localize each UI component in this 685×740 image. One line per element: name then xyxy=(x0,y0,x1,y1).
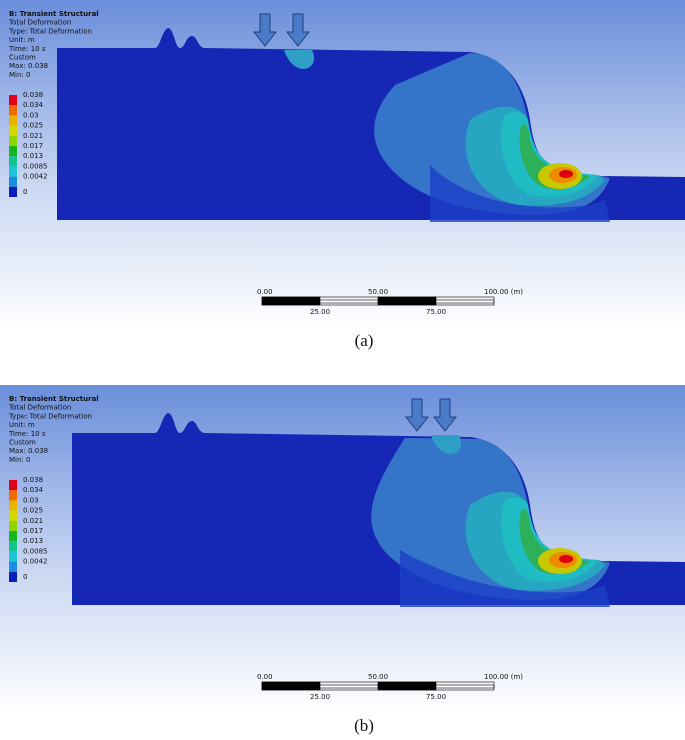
load-arrow xyxy=(404,398,430,432)
scale-label: 0.00 xyxy=(257,288,273,296)
legend-swatch xyxy=(9,166,17,177)
scale-label: 25.00 xyxy=(310,308,330,316)
legend-label: 0.0085 xyxy=(23,547,48,555)
legend-swatch xyxy=(9,561,17,572)
scale-label: 50.00 xyxy=(368,673,388,681)
scale-segment xyxy=(377,681,437,691)
contour-zone xyxy=(559,170,573,178)
legend-swatch xyxy=(9,115,17,126)
scale-segment xyxy=(377,296,437,306)
legend-swatch xyxy=(9,510,17,521)
contour-zone xyxy=(559,555,573,563)
header-line: Min: 0 xyxy=(9,456,30,464)
deformation-zone xyxy=(400,550,610,607)
contour-zone xyxy=(519,124,590,190)
scale-frame xyxy=(261,296,495,306)
legend-label: 0.0042 xyxy=(23,558,48,566)
legend-swatch xyxy=(9,135,17,146)
header-line: Custom xyxy=(9,54,36,62)
caption: (a) xyxy=(355,331,374,350)
header-line: Custom xyxy=(9,439,36,447)
scale-segment xyxy=(319,684,379,689)
scale-segment xyxy=(435,684,495,689)
header-line: Time: 10 s xyxy=(8,430,46,438)
legend-label: 0.034 xyxy=(23,101,44,109)
legend-label: 0.034 xyxy=(23,486,44,494)
header-line: Total Deformation xyxy=(8,404,71,412)
scale-segment xyxy=(319,299,379,304)
legend-swatch xyxy=(9,531,17,542)
legend-swatch xyxy=(9,156,17,167)
legend-swatch xyxy=(9,146,17,157)
legend-label: 0.0085 xyxy=(23,162,48,170)
header-line: Min: 0 xyxy=(9,71,30,79)
scale-segment xyxy=(261,296,321,306)
legend-label: 0.021 xyxy=(23,132,43,140)
legend-swatch xyxy=(9,551,17,562)
scale-frame xyxy=(261,681,495,691)
header-line: B: Transient Structural xyxy=(9,10,99,18)
legend-swatch xyxy=(9,571,17,582)
legend-swatch xyxy=(9,541,17,552)
legend-swatch xyxy=(9,490,17,501)
legend-label: 0.038 xyxy=(23,476,43,484)
scale-segment xyxy=(261,681,321,691)
legend-label: 0.025 xyxy=(23,122,43,130)
scale-label: 100.00 (m) xyxy=(484,673,523,681)
legend-swatch xyxy=(9,500,17,511)
legend-label: 0.025 xyxy=(23,507,43,515)
scale-label: 50.00 xyxy=(368,288,388,296)
legend-label: 0.013 xyxy=(23,537,43,545)
legend-label: 0 xyxy=(23,188,27,196)
header-line: Unit: m xyxy=(9,421,35,429)
legend-swatch xyxy=(9,186,17,197)
header-line: Unit: m xyxy=(9,36,35,44)
scale-label: 0.00 xyxy=(257,673,273,681)
load-zone xyxy=(431,435,462,454)
scale-label: 100.00 (m) xyxy=(484,288,523,296)
legend-label: 0.038 xyxy=(23,91,43,99)
header-line: Time: 10 s xyxy=(8,45,46,53)
legend-label: 0.0042 xyxy=(23,173,48,181)
legend-label: 0 xyxy=(23,573,27,581)
legend-label: 0.03 xyxy=(23,111,39,119)
scale-label: 75.00 xyxy=(426,308,446,316)
load-zone xyxy=(284,50,315,69)
header-line: Type: Total Deformation xyxy=(8,412,92,420)
caption: (b) xyxy=(354,716,374,735)
contour-zone xyxy=(519,509,590,575)
legend-swatch xyxy=(9,176,17,187)
header-line: Max: 0.038 xyxy=(9,62,48,70)
legend-swatch xyxy=(9,480,17,491)
legend-swatch xyxy=(9,95,17,106)
scale-segment xyxy=(435,299,495,304)
header-line: Total Deformation xyxy=(8,19,71,27)
header-line: B: Transient Structural xyxy=(9,395,99,403)
load-arrow xyxy=(252,13,278,47)
scale-label: 25.00 xyxy=(310,693,330,701)
deformation-zone xyxy=(430,165,610,222)
legend-swatch xyxy=(9,105,17,116)
legend-label: 0.013 xyxy=(23,152,43,160)
legend-label: 0.03 xyxy=(23,496,39,504)
header-line: Type: Total Deformation xyxy=(8,27,92,35)
legend-label: 0.017 xyxy=(23,142,43,150)
scale-label: 75.00 xyxy=(426,693,446,701)
legend-label: 0.021 xyxy=(23,517,43,525)
legend-label: 0.017 xyxy=(23,527,43,535)
legend-swatch xyxy=(9,125,17,136)
load-arrow xyxy=(285,13,311,47)
load-arrow xyxy=(432,398,458,432)
header-line: Max: 0.038 xyxy=(9,447,48,455)
legend-swatch xyxy=(9,520,17,531)
